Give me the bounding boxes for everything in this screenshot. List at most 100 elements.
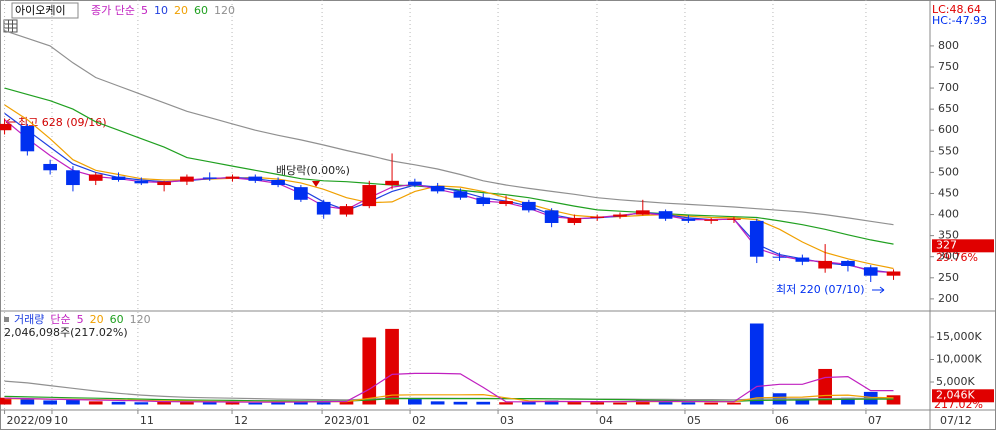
last-volume-label: 2,046K: [936, 388, 975, 401]
hc-label: HC:-47.93: [932, 14, 987, 27]
legend-label: 거래량: [14, 313, 44, 326]
volume-bar: [408, 399, 422, 405]
candle-body: [0, 123, 12, 131]
candle-body: [271, 179, 285, 186]
candle-body: [476, 197, 491, 205]
ma-line: [4, 372, 894, 403]
candle-body: [43, 163, 57, 171]
volume-bar: [225, 402, 240, 405]
volume-bar: [453, 401, 468, 405]
y-tick-label: 200: [938, 292, 959, 305]
x-tick-label: 04: [599, 414, 613, 427]
volume-bar: [248, 402, 263, 405]
x-tick-label: 05: [687, 414, 701, 427]
volume-bar: [613, 402, 627, 405]
x-tick-label: 2023/01: [324, 414, 370, 427]
ex-dividend-marker: [312, 181, 320, 187]
candle-body: [704, 219, 719, 221]
y-tick-label: 500: [938, 165, 959, 178]
legend-label: 10: [154, 4, 168, 17]
volume-bar: [157, 401, 171, 405]
ma-line: [4, 30, 894, 226]
y-tick-label: 350: [938, 229, 959, 242]
volume-bar: [271, 402, 285, 405]
legend-marker: [4, 317, 9, 322]
volume-bar: [88, 401, 103, 405]
candle-body: [795, 257, 810, 262]
volume-bar: [180, 401, 194, 405]
icon: [3, 19, 18, 33]
volume-bar: [590, 402, 605, 405]
candle-body: [66, 170, 80, 186]
x-tick-label: 12: [234, 414, 248, 427]
candle-body: [202, 177, 217, 179]
candle-body: [863, 267, 878, 276]
candle-body: [453, 191, 468, 198]
legend-label: 단순: [50, 313, 70, 326]
candle-body: [567, 217, 582, 223]
price-change: 29.76%: [936, 251, 978, 264]
y-tick-label: 5,000K: [936, 375, 975, 388]
candle-body: [635, 210, 650, 215]
y-tick-label: 700: [938, 81, 959, 94]
candle-body: [294, 187, 308, 200]
volume-bar: [316, 400, 331, 405]
candle-body: [613, 214, 627, 217]
y-tick-label: 450: [938, 186, 959, 199]
x-tick-label: 11: [140, 414, 154, 427]
volume-bar: [66, 400, 80, 405]
candle-body: [430, 185, 445, 192]
ma-line: [4, 104, 894, 270]
x-tick-label: 10: [54, 414, 68, 427]
volume-summary: 2,046,098주(217.02%): [4, 326, 128, 339]
x-tick-label: 03: [500, 414, 514, 427]
legend-label: 60: [110, 313, 124, 326]
volume-bar: [362, 337, 377, 405]
volume-bar: [385, 328, 399, 405]
legend-label: 120: [214, 4, 235, 17]
candle-body: [499, 201, 513, 205]
candle-body: [818, 260, 832, 269]
candle-body: [225, 176, 240, 179]
title-box: [11, 2, 79, 19]
y-tick-label: 650: [938, 102, 959, 115]
candle-body: [20, 126, 35, 152]
candle-body: [749, 220, 764, 257]
candle-body: [590, 216, 605, 218]
candle-body: [362, 185, 377, 207]
volume-bar: [567, 401, 582, 405]
low-arrow: [872, 286, 885, 294]
candle-body: [385, 180, 399, 186]
candle-body: [180, 176, 194, 182]
volume-bar: [476, 401, 491, 405]
y-tick-label: 800: [938, 39, 959, 52]
y-tick-label: 10,000K: [936, 353, 982, 366]
volume-bar: [658, 401, 673, 405]
volume-bar: [499, 402, 513, 405]
legend-label: 120: [130, 313, 151, 326]
volume-bar: [544, 400, 559, 405]
y-tick-label: 400: [938, 208, 959, 221]
legend-label: 60: [194, 4, 208, 17]
x-tick-label: 06: [775, 414, 789, 427]
legend-label: 20: [174, 4, 188, 17]
candle-body: [658, 211, 673, 219]
candle-body: [544, 210, 559, 223]
volume-bar: [841, 397, 855, 405]
candle-body: [841, 260, 855, 266]
y-tick-label: 600: [938, 123, 959, 136]
last-volume-box: [932, 389, 994, 403]
volume-bar: [886, 395, 901, 405]
candle-body: [727, 218, 741, 220]
candle-body: [157, 181, 171, 186]
volume-bar: [681, 402, 696, 405]
candle-body: [886, 271, 901, 276]
volume-bar: [202, 402, 217, 405]
chart-title: 아이오케이: [15, 4, 66, 17]
x-tick-label: 02: [412, 414, 426, 427]
volume-bar: [795, 399, 810, 405]
candle-body: [408, 181, 422, 186]
volume-bar: [749, 323, 764, 405]
y-tick-label: 550: [938, 144, 959, 157]
